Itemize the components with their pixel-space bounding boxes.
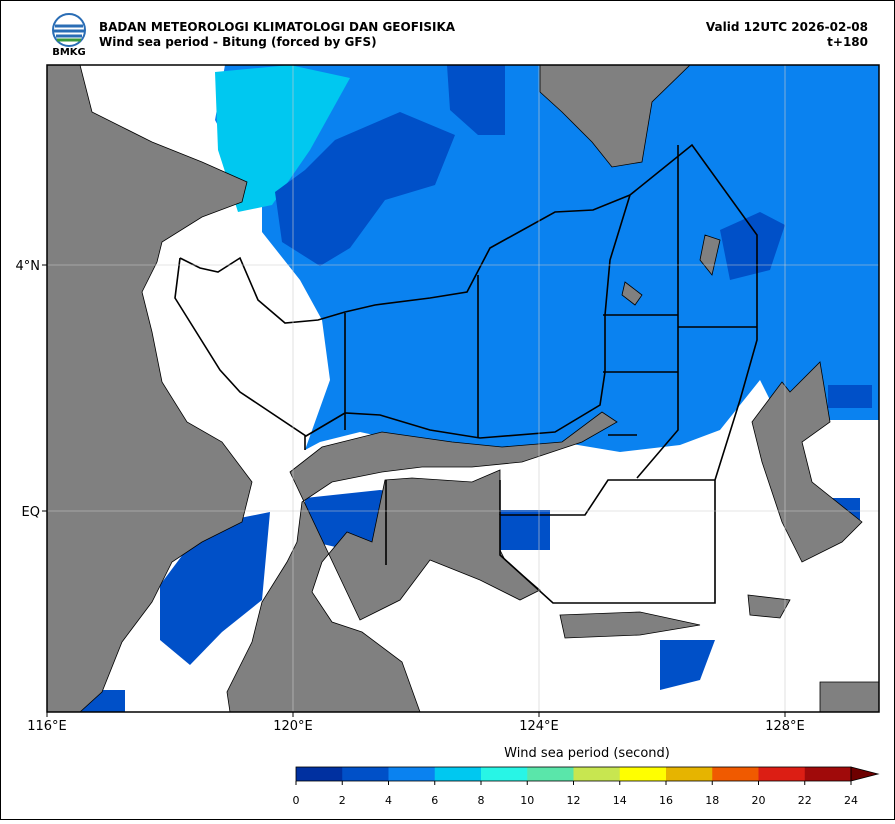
x-tick-label: 128°E xyxy=(765,719,805,734)
lead-time: t+180 xyxy=(827,35,868,49)
colorbar-tick-label: 14 xyxy=(613,794,627,807)
x-tick-label: 124°E xyxy=(519,719,559,734)
wave-region xyxy=(275,112,455,266)
colorbar-tick-label: 12 xyxy=(567,794,581,807)
colorbar-title: Wind sea period (second) xyxy=(504,746,670,761)
wave-region xyxy=(215,65,350,212)
colorbar-segment xyxy=(388,767,436,781)
land xyxy=(539,65,691,168)
x-tick-label: 116°E xyxy=(27,719,67,734)
colorbar-segment xyxy=(666,767,713,781)
colorbar-tick-label: 10 xyxy=(520,794,534,807)
land xyxy=(559,234,879,712)
colorbar-segment xyxy=(573,767,621,781)
colorbar-segment xyxy=(712,767,759,781)
colorbar-segment xyxy=(296,767,343,781)
colorbar-tick-label: 20 xyxy=(752,794,766,807)
colorbar-segment xyxy=(619,767,667,781)
colorbar-tick-label: 8 xyxy=(478,794,485,807)
x-tick-label: 120°E xyxy=(273,719,313,734)
logo: BMKG xyxy=(52,13,86,58)
colorbar-segment xyxy=(758,767,806,781)
map: 116°E 120°E 124°E 128°E 4°N EQ xyxy=(16,64,880,734)
subtitle: Wind sea period - Bitung (forced by GFS) xyxy=(99,35,377,49)
colorbar-tick-label: 6 xyxy=(431,794,438,807)
colorbar-segment xyxy=(481,767,528,781)
grid xyxy=(47,65,879,712)
logo-text: BMKG xyxy=(52,47,86,58)
valid-time: Valid 12UTC 2026-02-08 xyxy=(706,20,868,34)
zone-boundaries xyxy=(174,143,758,604)
colorbar-tick-label: 22 xyxy=(798,794,812,807)
colorbar-tick-label: 24 xyxy=(844,794,858,807)
colorbar-tick-label: 18 xyxy=(705,794,719,807)
y-tick-label: 4°N xyxy=(16,259,41,274)
colorbar-segment xyxy=(342,767,389,781)
colorbar-segment xyxy=(434,767,482,781)
colorbar-tick-label: 0 xyxy=(293,794,300,807)
colorbar-segment xyxy=(804,767,852,781)
colorbar-tick-label: 16 xyxy=(659,794,673,807)
colorbar-segment xyxy=(527,767,574,781)
colorbar: Wind sea period (second) 0 2 4 6 8 10 12 14 16 18… xyxy=(293,746,880,807)
title: BADAN METEOROLOGI KLIMATOLOGI DAN GEOFIS… xyxy=(99,20,456,34)
colorbar-tick-label: 2 xyxy=(339,794,346,807)
colorbar-tick-label: 4 xyxy=(385,794,392,807)
land xyxy=(47,65,253,712)
y-tick-label: EQ xyxy=(22,505,40,520)
